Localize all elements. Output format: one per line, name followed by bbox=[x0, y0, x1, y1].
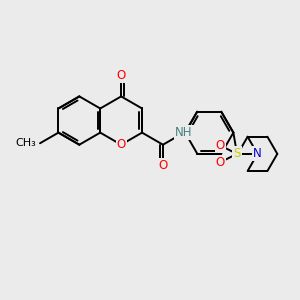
Text: O: O bbox=[215, 139, 225, 152]
Text: O: O bbox=[116, 138, 126, 151]
Text: NH: NH bbox=[175, 126, 193, 139]
Text: O: O bbox=[116, 69, 126, 82]
Text: N: N bbox=[253, 147, 262, 161]
Text: O: O bbox=[158, 159, 168, 172]
Text: CH₃: CH₃ bbox=[16, 138, 37, 148]
Text: S: S bbox=[233, 147, 241, 161]
Text: O: O bbox=[215, 156, 225, 169]
